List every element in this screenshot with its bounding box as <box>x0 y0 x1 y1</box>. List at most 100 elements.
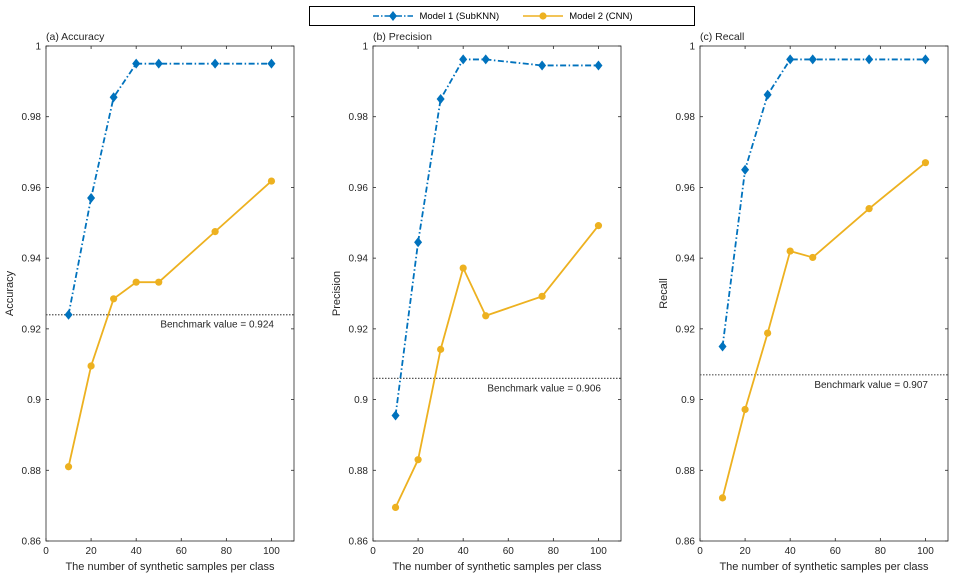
chart-title: (c) Recall <box>700 31 744 43</box>
chart-panel-1: 0 20 40 60 80 100 0.86 0.88 0.9 0.92 0.94 0.96 0.98 1… <box>4 31 295 573</box>
x-tick-label: 40 <box>131 546 143 557</box>
series-1 <box>64 58 276 320</box>
data-point <box>538 60 547 71</box>
plot-frame <box>372 45 622 542</box>
x-tick-label: 0 <box>43 546 49 557</box>
data-point <box>741 405 749 414</box>
data-point <box>132 58 141 69</box>
y-axis-label: Accuracy <box>4 270 16 316</box>
y-tick-label: 0.9 <box>354 395 368 406</box>
legend-swatch-model-2 <box>523 12 564 20</box>
plot-frame <box>699 45 949 542</box>
y-tick-label: 1 <box>689 42 695 53</box>
y-tick-label: 0.92 <box>349 324 369 335</box>
legend: Model 1 (SubKNN) Model 2 (CNN) <box>309 6 695 26</box>
data-point <box>64 463 73 471</box>
x-tick-label: 80 <box>548 546 560 557</box>
data-point <box>459 54 468 65</box>
y-axis-label: Recall <box>658 278 670 309</box>
data-point <box>482 312 490 320</box>
y-tick-label: 0.88 <box>349 466 369 477</box>
x-axis-label: The number of synthetic samples per clas… <box>65 561 275 573</box>
chart-panel-3: 0 20 40 60 80 100 0.86 0.88 0.9 0.92 0.94 0.96 0.98 1… <box>658 31 949 573</box>
y-tick-label: 0.96 <box>676 183 696 194</box>
series-2 <box>718 159 930 502</box>
y-tick-label: 0.86 <box>22 537 42 548</box>
data-point <box>594 60 603 71</box>
data-point <box>865 54 874 65</box>
y-tick-label: 0.86 <box>349 537 369 548</box>
legend-item-model-2: Model 2 (CNN) <box>521 10 633 22</box>
data-point <box>110 295 118 303</box>
data-point <box>132 278 140 286</box>
y-tick-label: 0.96 <box>22 183 42 194</box>
legend-label-model-2: Model 2 (CNN) <box>569 10 633 22</box>
x-tick-label: 0 <box>370 546 376 557</box>
x-tick-label: 60 <box>503 546 515 557</box>
series-2 <box>391 222 603 512</box>
x-tick-label: 100 <box>263 546 280 557</box>
y-tick-label: 0.88 <box>676 466 696 477</box>
data-point <box>808 54 817 65</box>
x-tick-label: 20 <box>413 546 425 557</box>
data-point <box>211 58 220 69</box>
series-2 <box>64 177 276 471</box>
chart-title: (a) Accuracy <box>46 31 105 43</box>
y-tick-label: 0.92 <box>22 324 42 335</box>
y-tick-label: 0.88 <box>22 466 42 477</box>
data-point <box>764 329 772 337</box>
series-1 <box>718 54 930 352</box>
x-tick-label: 100 <box>590 546 607 557</box>
series-line <box>721 58 926 347</box>
x-axis-label: The number of synthetic samples per clas… <box>392 561 602 573</box>
data-point <box>481 54 490 65</box>
plot-frame <box>45 45 295 542</box>
data-point <box>718 341 727 352</box>
data-point <box>436 94 445 105</box>
x-axis-label: The number of synthetic samples per clas… <box>719 561 929 573</box>
y-tick-label: 1 <box>362 42 368 53</box>
data-point <box>809 253 817 262</box>
x-tick-label: 60 <box>830 546 842 557</box>
x-tick-label: 40 <box>785 546 797 557</box>
data-point <box>763 89 772 100</box>
y-tick-label: 0.96 <box>349 183 369 194</box>
data-point <box>921 54 930 65</box>
y-tick-label: 1 <box>35 42 41 53</box>
y-tick-label: 0.92 <box>676 324 696 335</box>
data-point <box>414 237 423 248</box>
y-tick-label: 0.94 <box>22 254 42 265</box>
benchmark-label: Benchmark value = 0.906 <box>487 383 601 394</box>
y-tick-label: 0.9 <box>681 395 695 406</box>
legend-label-model-1: Model 1 (SubKNN) <box>419 10 500 22</box>
x-tick-label: 20 <box>740 546 752 557</box>
y-tick-label: 0.86 <box>676 537 696 548</box>
series-1 <box>391 54 603 421</box>
data-point <box>87 362 95 370</box>
data-point <box>267 58 276 69</box>
data-point <box>211 228 219 236</box>
legend-item-model-1: Model 1 (SubKNN) <box>371 10 499 22</box>
data-point <box>437 345 445 353</box>
chart-title: (b) Precision <box>373 31 432 43</box>
series-line <box>67 62 272 315</box>
data-point <box>538 292 546 300</box>
data-point <box>155 278 163 286</box>
x-tick-label: 80 <box>221 546 233 557</box>
y-tick-label: 0.98 <box>349 112 369 123</box>
series-line <box>721 161 927 499</box>
benchmark-label: Benchmark value = 0.907 <box>814 380 928 391</box>
data-point <box>786 54 795 65</box>
data-point <box>87 193 96 204</box>
y-tick-label: 0.94 <box>349 254 369 265</box>
data-point <box>594 222 603 230</box>
data-point <box>154 58 163 69</box>
y-tick-label: 0.9 <box>27 395 41 406</box>
y-tick-label: 0.94 <box>676 254 696 265</box>
x-tick-label: 0 <box>697 546 703 557</box>
x-tick-label: 20 <box>86 546 98 557</box>
data-point <box>459 264 467 272</box>
data-point <box>391 503 400 512</box>
x-tick-label: 40 <box>458 546 470 557</box>
